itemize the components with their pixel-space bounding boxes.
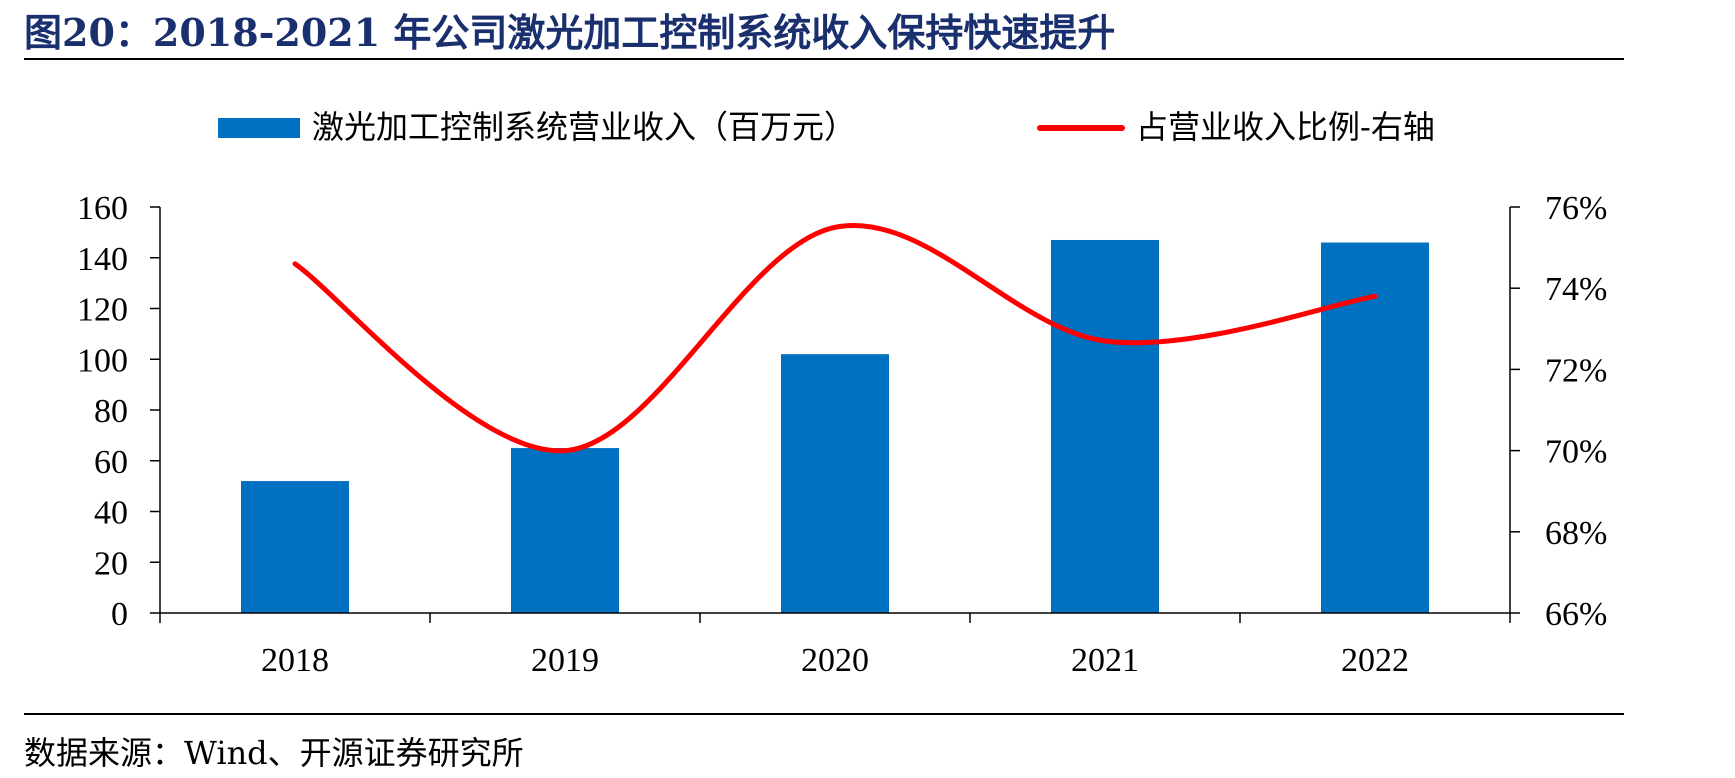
bar-2019	[511, 448, 619, 613]
x-tick-label-2022: 2022	[1341, 642, 1409, 679]
left-tick-label: 100	[77, 342, 128, 379]
left-tick-label: 120	[77, 292, 128, 329]
left-tick-label: 160	[77, 190, 128, 227]
x-tick-label-2018: 2018	[261, 642, 329, 679]
figure-title: 图20：2018-2021 年公司激光加工控制系统收入保持快速提升	[24, 10, 1116, 55]
left-tick-label: 0	[111, 596, 128, 633]
bar-2021	[1051, 239, 1159, 614]
x-tick-label-2020: 2020	[801, 642, 869, 679]
source-note: 数据来源：Wind、开源证券研究所	[24, 734, 524, 772]
bar-2018	[241, 481, 349, 613]
bar-2020	[781, 354, 889, 613]
left-tick-label: 60	[94, 444, 128, 481]
right-tick-label: 76%	[1545, 190, 1607, 227]
left-tick-label: 140	[77, 241, 128, 278]
source-divider	[24, 713, 1624, 715]
left-tick-label: 80	[94, 393, 128, 430]
right-tick-label: 66%	[1545, 596, 1607, 633]
legend-bar-label: 激光加工控制系统营业收入（百万元）	[312, 108, 856, 146]
x-tick-label-2021: 2021	[1071, 642, 1139, 679]
legend-bar-swatch	[218, 118, 300, 138]
x-tick-label-2019: 2019	[531, 642, 599, 679]
ratio-line-series	[292, 223, 1378, 454]
right-tick-label: 70%	[1545, 434, 1607, 471]
right-tick-label: 72%	[1545, 352, 1607, 389]
left-tick-label: 40	[94, 495, 128, 532]
left-tick-label: 20	[94, 545, 128, 582]
title-divider	[24, 58, 1624, 60]
legend-line-label: 占营业收入比例-右轴	[1136, 108, 1435, 146]
right-tick-label: 68%	[1545, 515, 1607, 552]
right-tick-label: 74%	[1545, 271, 1607, 308]
